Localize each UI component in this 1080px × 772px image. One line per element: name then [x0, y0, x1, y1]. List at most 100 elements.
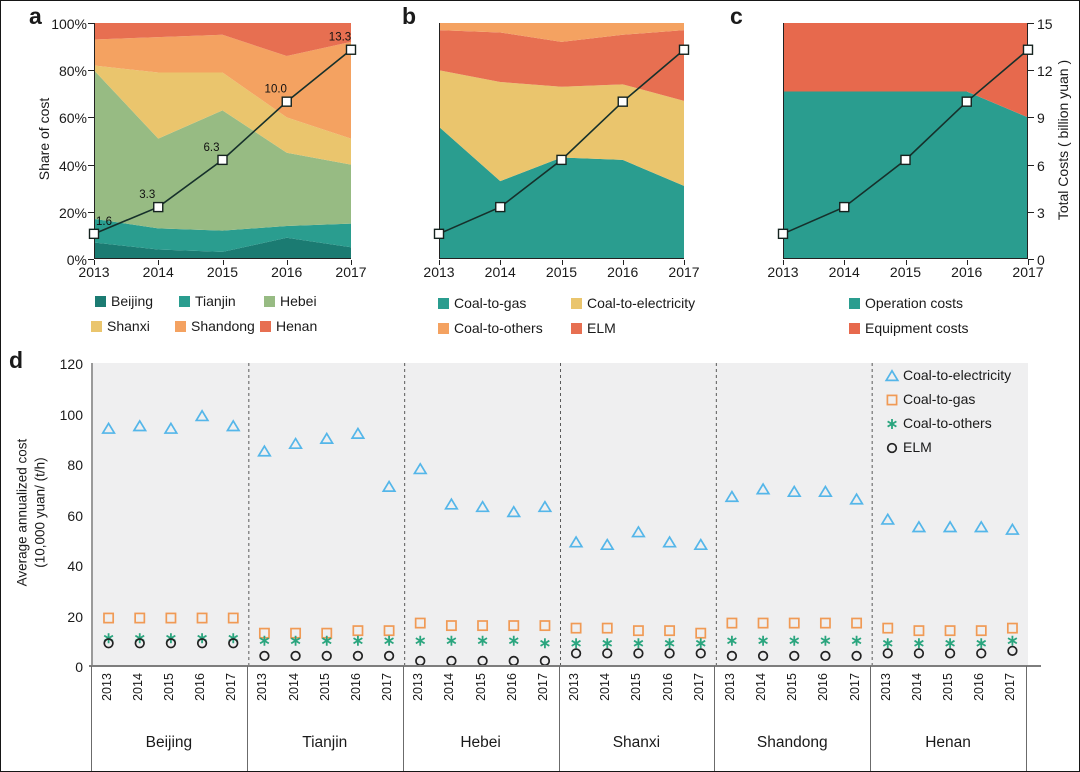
square-marker [570, 622, 582, 634]
panel-d-separator [558, 666, 560, 771]
legend-swatch [438, 297, 449, 309]
asterisk-marker [353, 637, 363, 645]
triangle-marker [475, 500, 490, 513]
legend-label: Coal-to-electricity [903, 367, 1012, 383]
y-tick-label: 40% [58, 157, 87, 174]
panel-d-year-label: 2015 [317, 673, 332, 701]
triangle-marker [412, 462, 428, 475]
legend-item-beijing: Beijing [95, 294, 153, 308]
legend-item-elm: ELM [571, 321, 616, 335]
legend-item-equipment-costs: Equipment costs [849, 321, 969, 335]
circle-marker [664, 648, 675, 659]
y-tick-mark [88, 23, 94, 24]
triangle-marker [911, 520, 927, 533]
panel-d-separator [91, 666, 92, 771]
square-marker [383, 625, 395, 637]
area-shanxi [94, 65, 351, 165]
area-operation-costs [783, 91, 1028, 259]
y-tick-label: 80% [58, 63, 87, 80]
square-marker [352, 625, 364, 637]
y-tick-mark [88, 70, 94, 72]
triangle-marker [225, 419, 241, 432]
asterisk-legend-icon [887, 419, 897, 429]
triangle-marker [132, 419, 148, 432]
circle-marker [757, 650, 769, 662]
panel-d-year-label: 2017 [847, 673, 862, 701]
panel-d-year-label: 2013 [567, 673, 582, 701]
triangle-marker [319, 431, 335, 444]
square-marker [539, 620, 551, 632]
triangle-marker [350, 426, 366, 439]
total-costs-point [617, 96, 628, 107]
legend-label: Beijing [111, 293, 154, 309]
legend-swatch [91, 320, 102, 332]
y-tick-label: 0% [66, 252, 87, 268]
legend-label: Equipment costs [865, 320, 969, 336]
x-tick-mark [966, 260, 968, 265]
triangle-marker [880, 512, 896, 525]
circle-marker [886, 442, 898, 454]
x-tick-label: 2013 [78, 264, 110, 280]
panel-d-y-tick-label: 60 [67, 507, 83, 524]
area-equipment-costs [783, 23, 1028, 118]
triangle-marker [942, 520, 958, 533]
legend-swatch [264, 295, 275, 307]
triangle-marker [506, 505, 522, 518]
panel-d-y-tick-label: 100 [59, 406, 83, 423]
square-marker [601, 622, 613, 634]
x-tick-mark [905, 260, 907, 265]
x-tick-mark [351, 260, 352, 265]
panel-d-chart [101, 363, 1020, 667]
circle-marker [570, 648, 582, 659]
x-tick-label: 2015 [206, 264, 239, 280]
square-marker [886, 394, 898, 406]
circle-marker [602, 648, 613, 659]
asterisk-marker [851, 637, 862, 645]
legend-item-shandong: Shandong [175, 319, 255, 333]
circle-marker [695, 648, 706, 659]
legend-label: Shandong [191, 318, 255, 334]
right-tick-mark [1028, 259, 1034, 260]
square-marker [196, 612, 208, 624]
circle-marker [789, 650, 800, 662]
x-tick-mark [222, 260, 224, 265]
total-costs-point [1022, 44, 1034, 55]
panel-d-label: d [9, 347, 24, 373]
triangle-marker [849, 492, 864, 505]
panel-d-year-label: 2015 [785, 673, 800, 701]
asterisk-marker [664, 639, 675, 647]
square-legend-icon [886, 394, 898, 406]
right-tick-label: 6 [1037, 157, 1045, 174]
total-costs-point [153, 201, 164, 213]
circle-marker [726, 650, 738, 662]
right-tick-mark [1028, 211, 1034, 213]
legend-item-coal-to-others: Coal-to-others [438, 321, 543, 335]
panel-d-separator [870, 666, 872, 771]
square-marker [944, 625, 956, 637]
area-beijing [94, 237, 351, 259]
panel-d-y-axis-title-line1: Average annualized cost [14, 438, 30, 587]
panel-d-year-label: 2017 [691, 673, 706, 701]
triangle-marker [884, 369, 900, 382]
asterisk-marker [259, 637, 270, 645]
panel-d-year-label: 2015 [161, 673, 176, 701]
panel-d-year-label: 2015 [941, 673, 956, 701]
panel-d-year-label: 2017 [1003, 673, 1018, 701]
circle-marker [851, 650, 862, 662]
right-tick-label: 9 [1037, 110, 1045, 127]
panel-d-year-label: 2014 [442, 673, 457, 701]
panel-a-label: a [29, 3, 42, 29]
legend-swatch [179, 295, 190, 307]
triangle-marker [786, 484, 802, 498]
x-tick-label: 2014 [142, 264, 174, 280]
legend-label: Coal-to-electricity [587, 295, 696, 311]
panel-d-separator [1026, 666, 1027, 771]
asterisk-marker [571, 639, 581, 647]
asterisk-marker [540, 639, 550, 647]
panel-d-separator [246, 666, 248, 771]
triangle-marker [381, 479, 397, 492]
x-tick-mark [500, 260, 502, 265]
legend-item-coal-to-others: Coal-to-others [884, 415, 1011, 431]
circle-marker [321, 650, 332, 662]
x-tick-mark [94, 260, 95, 265]
